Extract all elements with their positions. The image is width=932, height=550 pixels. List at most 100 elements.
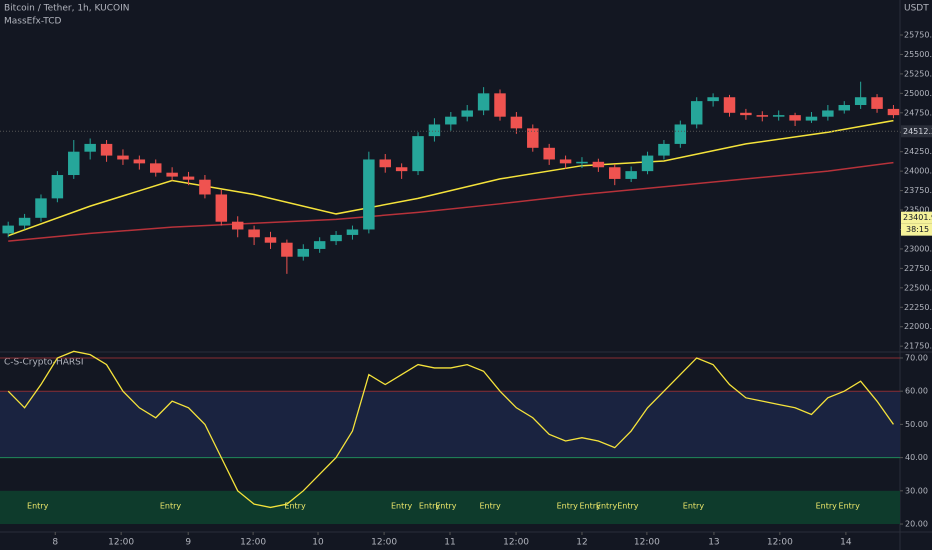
candle-body <box>461 110 473 117</box>
candle-body <box>674 124 687 144</box>
y-tick-label: 30.00 <box>905 486 928 495</box>
candle-body <box>609 167 621 179</box>
candle-body <box>789 115 801 121</box>
y-tick-label: 23500.0 <box>904 206 932 215</box>
candle-body <box>494 93 506 117</box>
candle-body <box>379 159 391 168</box>
candle-body <box>887 108 900 116</box>
y-tick-label: 24750.0 <box>904 108 932 117</box>
x-tick-label: 12:00 <box>767 538 793 548</box>
candle-body <box>68 151 80 176</box>
candle-body <box>231 221 244 230</box>
candle-body <box>559 159 572 164</box>
candle-body <box>150 163 162 173</box>
y-tick-label: 25500.0 <box>904 50 932 59</box>
candle-body <box>428 124 441 137</box>
candle-body <box>772 115 785 117</box>
candle-body <box>445 116 457 125</box>
candle-body <box>117 155 129 160</box>
candle-body <box>690 101 703 125</box>
subtitle: MassEfx-TCD <box>4 17 62 27</box>
entry-label: Entry <box>617 502 639 511</box>
y-tick-label: 22500.0 <box>904 283 932 292</box>
candle-body <box>18 217 31 226</box>
y-tick-label: 50.00 <box>905 420 928 429</box>
y-tick-label: 24000.0 <box>904 167 932 176</box>
candle-body <box>576 161 588 164</box>
candle-body <box>510 116 523 129</box>
candle-body <box>35 198 47 218</box>
y-tick-label: 20.00 <box>905 520 928 529</box>
entry-label: Entry <box>683 502 705 511</box>
entry-label: Entry <box>480 502 502 511</box>
x-tick-label: 12:00 <box>634 538 660 548</box>
candle-body <box>313 241 326 249</box>
candle-body <box>543 147 555 160</box>
candle-body <box>281 242 293 257</box>
candle-body <box>215 194 228 222</box>
y-tick-label: 22250.0 <box>904 303 932 312</box>
x-tick-label: 13 <box>708 538 719 548</box>
y-tick-label: 22000.0 <box>904 322 932 331</box>
candle-body <box>199 179 211 195</box>
price-tag-label: 24512.3 <box>903 127 932 136</box>
entry-label: Entry <box>557 502 579 511</box>
candle-body <box>248 229 260 238</box>
candle-body <box>854 97 867 106</box>
zone <box>0 490 900 525</box>
x-tick-label: 12 <box>576 538 587 548</box>
candle-body <box>84 143 96 152</box>
indicator-title: C-S-Crypto-HARSI <box>4 358 84 368</box>
candle-body <box>707 97 719 102</box>
y-tick-label: 22750.0 <box>904 264 932 273</box>
candle-body <box>346 229 359 235</box>
candle-body <box>330 234 342 242</box>
entry-label: Entry <box>160 502 182 511</box>
price-tag <box>901 125 932 138</box>
x-tick-label: 14 <box>840 538 852 548</box>
x-tick-label: 8 <box>52 538 58 548</box>
y-tick-label: 23000.0 <box>904 244 932 253</box>
y-tick-label: 25000.0 <box>904 89 932 98</box>
countdown-tag <box>901 223 932 236</box>
y-tick-label: 70.00 <box>905 353 928 362</box>
entry-label: Entry <box>391 502 413 511</box>
entry-label: Entry <box>27 502 49 511</box>
candle-body <box>838 105 850 111</box>
x-tick-label: 12:00 <box>503 538 529 548</box>
candle-body <box>395 167 408 172</box>
ma-line <box>8 161 894 242</box>
candle-body <box>166 172 178 177</box>
candle-body <box>264 237 277 243</box>
candle-body <box>822 110 834 117</box>
y-tick-label: 23750.0 <box>904 186 932 195</box>
x-tick-label: 9 <box>185 538 191 548</box>
entry-label: Entry <box>816 502 838 511</box>
chart-title: Bitcoin / Tether, 1h, KUCOIN <box>4 4 129 14</box>
entry-label: Entry <box>284 502 306 511</box>
y-tick-label: 25250.0 <box>904 69 932 78</box>
ma-line <box>7 119 894 237</box>
x-tick-label: 12:00 <box>240 538 266 548</box>
entry-label: Entry <box>580 502 602 511</box>
candle-body <box>363 159 375 230</box>
rsi-line <box>7 350 894 509</box>
x-tick-label: 10 <box>312 538 324 548</box>
candle-body <box>641 155 654 172</box>
entry-label: Entry <box>419 502 441 511</box>
candle-body <box>658 143 670 156</box>
countdown: 38:15 <box>906 225 929 234</box>
candle-body <box>477 93 490 111</box>
y-tick-label: 25750.0 <box>904 31 932 40</box>
candle-body <box>51 175 64 199</box>
price-tag <box>901 211 932 224</box>
candle-body <box>2 225 14 234</box>
x-tick-label: 12:00 <box>108 538 134 548</box>
entry-label: Entry <box>839 502 861 511</box>
zone <box>0 391 900 458</box>
candle-body <box>592 161 605 168</box>
x-tick-label: 11 <box>444 538 455 548</box>
candle-body <box>625 171 637 179</box>
